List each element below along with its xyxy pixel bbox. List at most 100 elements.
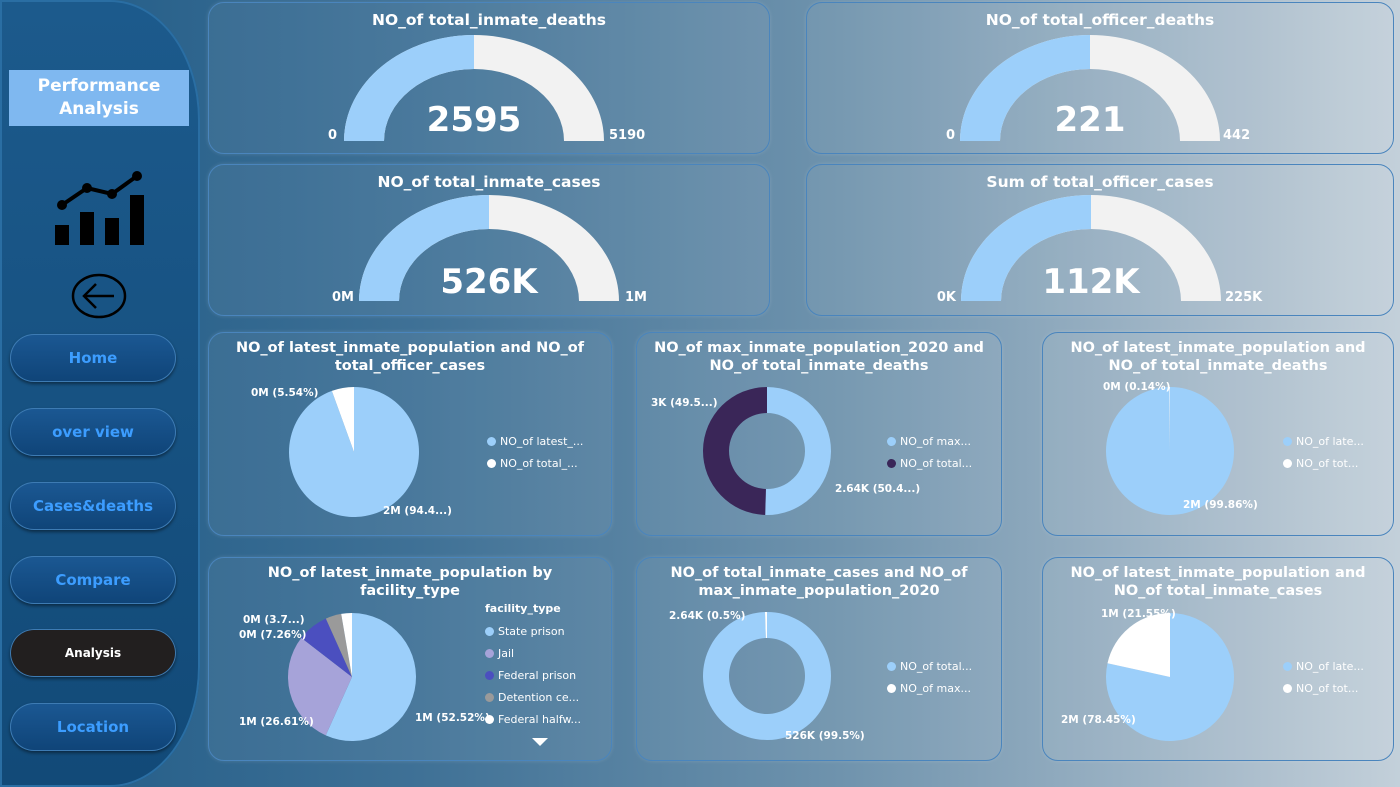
legend-item[interactable]: State prison (485, 620, 581, 642)
nav-compare-button[interactable]: Compare (10, 556, 176, 604)
data-label: 0M (5.54%) (251, 387, 319, 399)
legend-item[interactable]: NO_of tot... (1283, 452, 1364, 474)
legend-dot (487, 436, 496, 446)
data-label: 2M (94.4...) (383, 505, 452, 517)
legend-item[interactable]: NO_of max... (887, 677, 972, 699)
legend: NO_of max... NO_of total... (887, 430, 972, 474)
legend-dot (485, 670, 494, 680)
legend-item[interactable]: NO_of tot... (1283, 677, 1364, 699)
pie-chart (1106, 387, 1234, 515)
gauge-min: 0 (946, 128, 955, 143)
pie-slice[interactable] (703, 387, 767, 515)
gauge-card-inmate-cases[interactable]: NO_of total_inmate_cases 526K 0M 1M (208, 164, 770, 316)
legend-dot (485, 692, 494, 702)
legend-dot (487, 458, 496, 468)
pie-slice[interactable] (325, 613, 416, 741)
gauge-max: 442 (1223, 128, 1250, 143)
data-label: 2.64K (0.5%) (669, 610, 746, 622)
chart-title: NO_of total_inmate_cases and NO_of max_i… (670, 565, 968, 599)
legend-item[interactable]: NO_of late... (1283, 655, 1364, 677)
legend-item[interactable]: NO_of late... (1283, 430, 1364, 452)
pie-chart (289, 387, 419, 517)
pie-slice[interactable] (331, 387, 354, 452)
nav-location-button[interactable]: Location (10, 703, 176, 751)
pie-slice[interactable] (764, 612, 767, 639)
legend-item[interactable]: Federal prison (485, 664, 581, 686)
nav-cases-deaths-button[interactable]: Cases&deaths (10, 482, 176, 530)
legend-item[interactable]: Detention ce... (485, 686, 581, 708)
gauge-fill (961, 195, 1091, 301)
gauge-card-officer-cases[interactable]: Sum of total_officer_cases 112K 0K 225K (806, 164, 1394, 316)
back-arrow-icon[interactable] (70, 272, 128, 320)
gauge-title: NO_of total_inmate_cases (377, 173, 601, 191)
gauge-value: 2595 (427, 100, 522, 140)
gauge-chart: 221 0 442 (946, 35, 1250, 143)
legend-item[interactable]: NO_of total... (887, 655, 972, 677)
pie-card-2[interactable]: NO_of max_inmate_population_2020 and NO_… (636, 332, 1002, 536)
pie-slice[interactable] (341, 613, 352, 677)
gauge-fill (344, 35, 474, 141)
legend-dot (1283, 436, 1292, 446)
legend-scroll-down-icon[interactable] (532, 738, 548, 746)
gauge-chart: 526K 0M 1M (332, 195, 647, 305)
data-label: 0M (3.7...) (243, 614, 305, 626)
nav-analysis-button[interactable]: Analysis (10, 629, 176, 677)
pie-card-1[interactable]: NO_of latest_inmate_population and NO_of… (208, 332, 612, 536)
gauge-max: 5190 (609, 128, 645, 143)
gauge-chart: 112K 0K 225K (937, 195, 1263, 305)
gauge-value: 526K (440, 262, 539, 302)
pie-chart (1106, 613, 1234, 741)
pie-card-4[interactable]: NO_of latest_inmate_population by facili… (208, 557, 612, 761)
pie-slice[interactable] (288, 637, 352, 736)
pie-chart (288, 613, 416, 741)
gauge-title: NO_of total_inmate_deaths (371, 11, 607, 29)
data-label: 2M (99.86%) (1183, 499, 1258, 511)
pie-card-6[interactable]: NO_of latest_inmate_population and NO_of… (1042, 557, 1394, 761)
gauge-title: Sum of total_officer_cases (986, 173, 1214, 191)
data-label: 526K (99.5%) (785, 730, 865, 742)
pie-slice[interactable] (703, 612, 832, 740)
chart-title: NO_of latest_inmate_population by facili… (267, 565, 553, 599)
pie-slice[interactable] (1169, 387, 1170, 451)
gauge-max: 1M (625, 290, 647, 305)
legend-dot (887, 458, 896, 468)
pie-slice[interactable] (325, 613, 352, 677)
pie-card-3[interactable]: NO_of latest_inmate_population and NO_of… (1042, 332, 1394, 536)
pie-slice[interactable] (765, 387, 832, 515)
gauge-card-inmate-deaths[interactable]: NO_of total_inmate_deaths 2595 0 5190 (208, 2, 770, 154)
legend-item[interactable]: NO_of total_... (487, 452, 583, 474)
chart-title: NO_of latest_inmate_population and NO_of… (235, 340, 585, 374)
legend-dot (485, 648, 494, 658)
pie-slice[interactable] (301, 618, 352, 677)
chart-title: NO_of latest_inmate_population and NO_of… (1070, 565, 1366, 599)
donut-chart (703, 612, 832, 740)
legend-item[interactable]: NO_of latest_... (487, 430, 583, 452)
legend-item[interactable]: NO_of total... (887, 452, 972, 474)
data-label: 2.64K (50.4...) (835, 483, 921, 495)
pie-card-5[interactable]: NO_of total_inmate_cases and NO_of max_i… (636, 557, 1002, 761)
legend: facility_type State prison Jail Federal … (485, 602, 581, 730)
gauge-card-officer-deaths[interactable]: NO_of total_officer_deaths 221 0 442 (806, 2, 1394, 154)
data-label: 1M (26.61%) (239, 716, 314, 728)
legend-dot (887, 683, 896, 693)
gauge-min: 0 (328, 128, 337, 143)
data-label: 3K (49.5...) (651, 397, 718, 409)
data-label: 1M (21.55%) (1101, 608, 1176, 620)
gauge-max: 225K (1225, 290, 1263, 305)
gauge-fill (359, 195, 489, 301)
legend-dot (887, 436, 896, 446)
nav-overview-button[interactable]: over view (10, 408, 176, 456)
data-label: 2M (78.45%) (1061, 714, 1136, 726)
gauge-fill (960, 35, 1090, 141)
legend-item[interactable]: NO_of max... (887, 430, 972, 452)
nav-home-button[interactable]: Home (10, 334, 176, 382)
legend-item[interactable]: Federal halfw... (485, 708, 581, 730)
gauge-min: 0K (937, 290, 957, 305)
chart-title: NO_of latest_inmate_population and NO_of… (1070, 340, 1366, 374)
pie-slice[interactable] (1107, 613, 1170, 677)
legend-item[interactable]: Jail (485, 642, 581, 664)
data-label: 0M (0.14%) (1103, 381, 1171, 393)
gauge-title: NO_of total_officer_deaths (985, 11, 1215, 29)
legend-dot (887, 661, 896, 671)
chart-title: NO_of max_inmate_population_2020 and NO_… (654, 340, 984, 374)
